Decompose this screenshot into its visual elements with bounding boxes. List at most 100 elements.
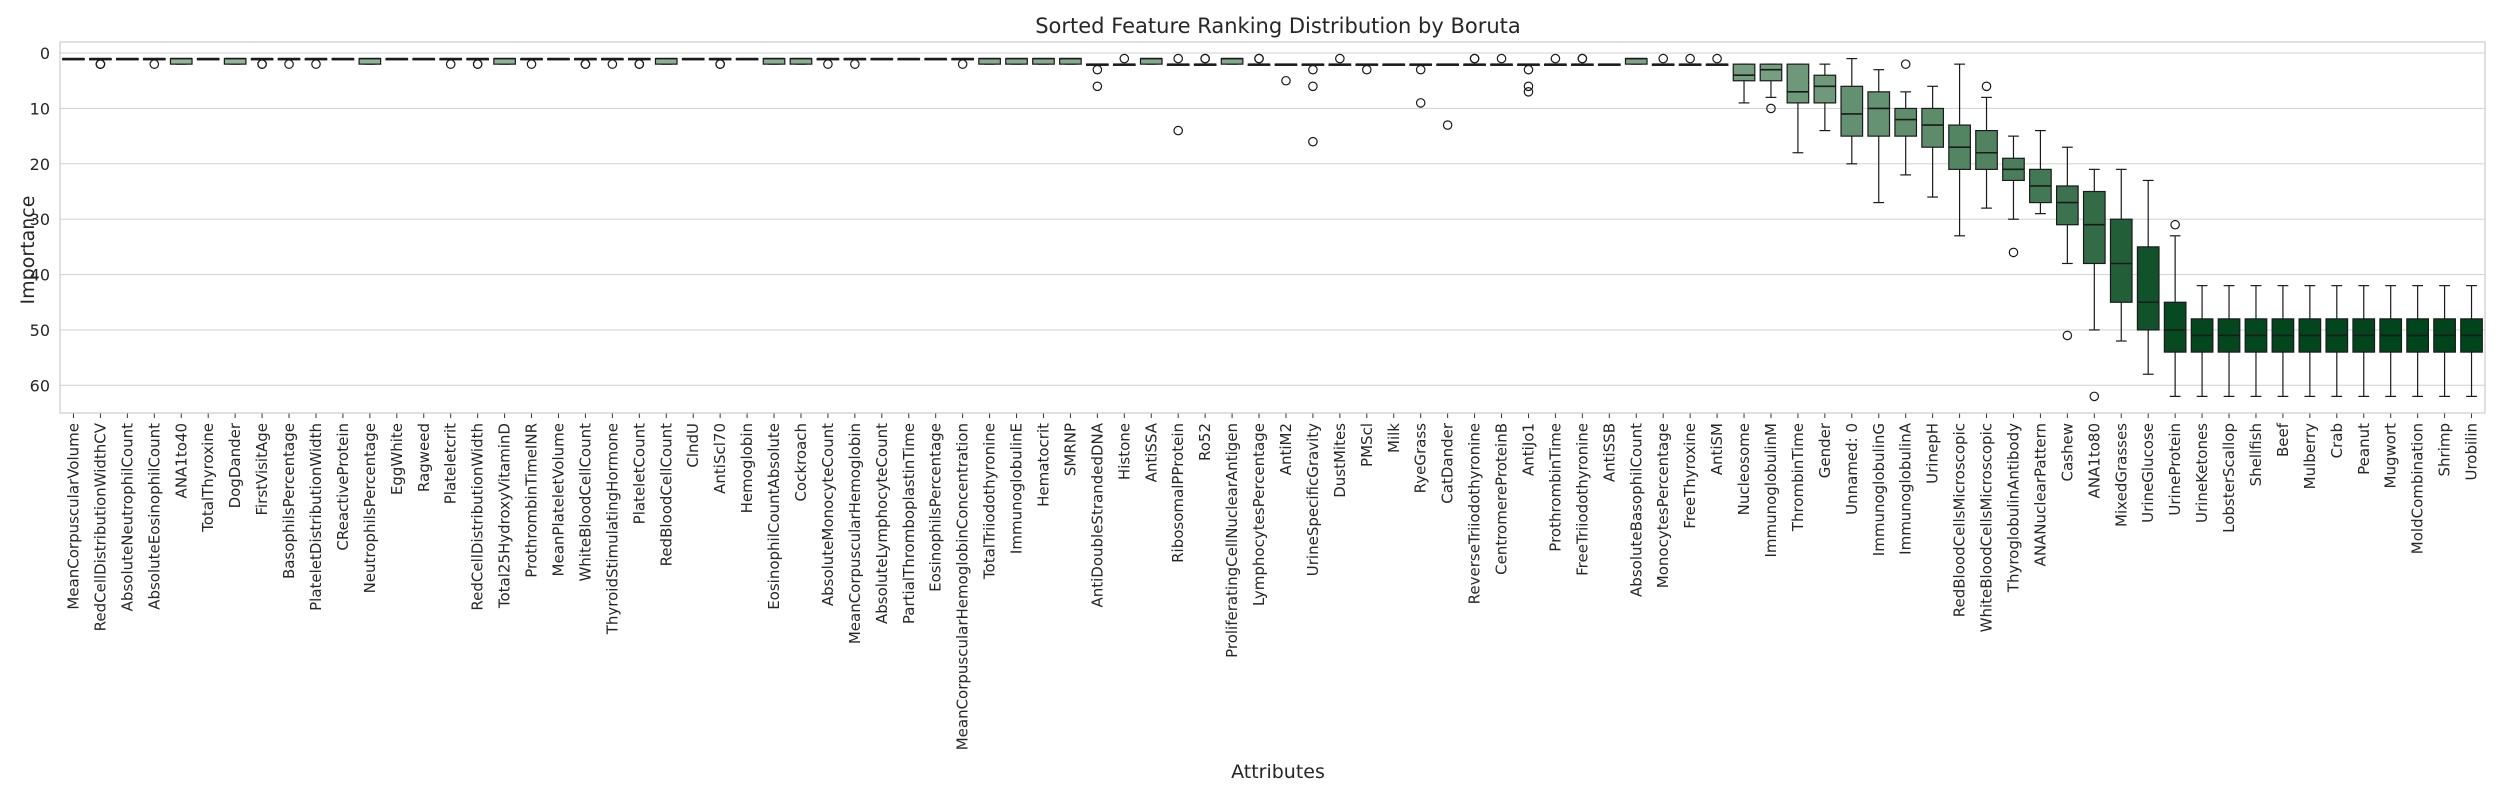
y-tick-label: 60 bbox=[30, 376, 50, 395]
x-tick-label: DustMites bbox=[1331, 423, 1349, 498]
box-iqr bbox=[654, 58, 678, 65]
box-RedCellDistributionWidth bbox=[466, 57, 490, 69]
x-tick-label: Milk bbox=[1385, 423, 1403, 453]
box-Gender bbox=[1813, 63, 1837, 132]
box-Mulberry bbox=[2298, 285, 2322, 397]
x-tick-label: ReverseTriiodothyronine bbox=[1466, 423, 1484, 604]
box-FreeThyroxine bbox=[1678, 53, 1702, 66]
x-tick-label: AbsoluteLymphocyteCount bbox=[873, 423, 891, 624]
x-tick-label: WhiteBloodCellCount bbox=[576, 423, 594, 582]
outlier-point bbox=[580, 59, 591, 69]
x-axis-label: Attributes bbox=[1231, 761, 1325, 783]
x-tick-label: ImmunoglobulinM bbox=[1762, 423, 1780, 558]
y-tick-label: 20 bbox=[30, 155, 50, 174]
box-Peanut bbox=[2352, 285, 2376, 397]
box-MeanCorpuscularHemoglobin bbox=[843, 57, 867, 69]
box-iqr bbox=[762, 58, 786, 65]
box-AbsoluteNeutrophilCount bbox=[115, 57, 139, 61]
x-tick-label: CReactiveProtein bbox=[334, 423, 352, 551]
x-tick-label: PMScl bbox=[1358, 423, 1376, 467]
outlier-point bbox=[311, 59, 321, 69]
outlier-point bbox=[149, 59, 160, 69]
box-AntiSSA bbox=[1139, 57, 1163, 65]
x-tick-label: RedBloodCellsMicroscopic bbox=[1951, 423, 1969, 617]
y-axis-label: Importance bbox=[17, 196, 39, 305]
box-ClndU bbox=[681, 57, 705, 61]
x-tick-label: ImmunoglobulinE bbox=[1008, 423, 1026, 554]
x-tick-label: MeanCorpuscularHemoglobin bbox=[846, 423, 864, 644]
outlier-point bbox=[607, 59, 618, 69]
x-tick-label: PlateletCount bbox=[630, 423, 648, 524]
x-tick-label: ImmunoglobulinA bbox=[1897, 422, 1915, 555]
x-tick-label: Mulberry bbox=[2301, 423, 2319, 489]
box-Hemoglobin bbox=[735, 57, 759, 61]
box-iqr bbox=[1732, 63, 1756, 82]
box-iqr bbox=[1921, 107, 1945, 148]
box-PMScl bbox=[1355, 63, 1379, 75]
x-tick-label: Shellfish bbox=[2247, 423, 2265, 486]
box-PlateletDistributionWidth bbox=[304, 57, 328, 69]
x-tick-label: MeanPlateletVolume bbox=[549, 423, 567, 576]
x-tick-label: Mugwort bbox=[2382, 423, 2400, 489]
x-tick-label: AbsoluteEosinophilCount bbox=[145, 423, 163, 610]
box-Urobilin bbox=[2460, 285, 2483, 397]
box-iqr bbox=[1759, 63, 1783, 82]
box-EosinophilsPercentage bbox=[924, 57, 948, 61]
outlier-point bbox=[957, 59, 968, 69]
x-tick-label: AbsoluteMonocyteCount bbox=[819, 423, 837, 606]
outlier-point bbox=[2008, 247, 2019, 258]
box-iqr bbox=[1840, 85, 1864, 137]
box-MeanCorpuscularHemoglobinConcentration bbox=[951, 57, 975, 69]
x-tick-label: MoldCombination bbox=[2409, 423, 2427, 554]
box-RedCellDistributionWidthCV bbox=[89, 57, 112, 69]
x-tick-label: Peanut bbox=[2355, 423, 2373, 475]
x-tick-label: FirstVisitAge bbox=[253, 423, 271, 516]
box-ANA1to40 bbox=[169, 57, 193, 65]
x-tick-label: AntiSSB bbox=[1600, 423, 1618, 482]
x-tick-label: RedCellDistributionWidth bbox=[469, 423, 487, 611]
box-AntiScl70 bbox=[708, 57, 732, 69]
x-tick-label: TotalTriiodothyronine bbox=[981, 423, 999, 580]
x-tick-label: Histone bbox=[1115, 423, 1133, 480]
box-iqr bbox=[2109, 218, 2133, 303]
x-tick-label: Unnamed: 0 bbox=[1843, 423, 1861, 515]
box-NeutrophilsPercentage bbox=[358, 57, 382, 65]
x-tick-label: Crab bbox=[2328, 423, 2346, 458]
x-tick-label: UrinepH bbox=[1924, 423, 1942, 484]
box-BasophilsPercentage bbox=[277, 57, 301, 69]
x-tick-label: ProthrombinTimeINR bbox=[523, 423, 541, 578]
box-iqr bbox=[2082, 190, 2106, 265]
box-AntiJo1 bbox=[1517, 63, 1540, 97]
box-RedBloodCellsMicroscopic bbox=[1948, 63, 1971, 237]
x-tick-label: MeanCorpuscularVolume bbox=[64, 423, 82, 610]
outlier-point bbox=[284, 59, 294, 69]
x-tick-label: ThyroglobulinAntibody bbox=[2004, 423, 2022, 593]
outlier-point bbox=[1523, 64, 1534, 75]
x-tick-label: AntiSSA bbox=[1142, 422, 1160, 482]
outlier-point bbox=[1523, 81, 1534, 92]
box-iqr bbox=[2136, 246, 2160, 331]
box-iqr bbox=[789, 58, 813, 65]
box-ImmunoglobulinG bbox=[1867, 69, 1891, 204]
box-LobsterScallop bbox=[2217, 285, 2241, 397]
box-ReverseTriiodothyronine bbox=[1463, 53, 1486, 66]
box-iqr bbox=[2055, 185, 2079, 226]
x-tick-label: LymphocytesPercentage bbox=[1250, 423, 1268, 606]
box-UrineGlucose bbox=[2136, 179, 2160, 375]
box-ThyroglobulinAntibody bbox=[2002, 135, 2025, 258]
box-iqr bbox=[169, 58, 193, 65]
box-Beef bbox=[2271, 285, 2295, 397]
box-UrineKetones bbox=[2190, 285, 2214, 397]
outlier-point bbox=[257, 59, 267, 69]
box-AbsoluteEosinophilCount bbox=[142, 57, 166, 69]
chart-title: Sorted Feature Ranking Distribution by B… bbox=[1035, 14, 1521, 38]
x-tick-label: FreeThyroxine bbox=[1681, 423, 1699, 529]
outlier-point bbox=[1658, 53, 1668, 64]
y-tick-label: 10 bbox=[30, 99, 50, 118]
box-UrineSpecificGravity bbox=[1301, 63, 1325, 147]
x-tick-label: AntiM2 bbox=[1277, 423, 1295, 475]
x-tick-label: UrineSpecificGravity bbox=[1304, 423, 1322, 576]
outlier-point bbox=[2089, 391, 2100, 402]
